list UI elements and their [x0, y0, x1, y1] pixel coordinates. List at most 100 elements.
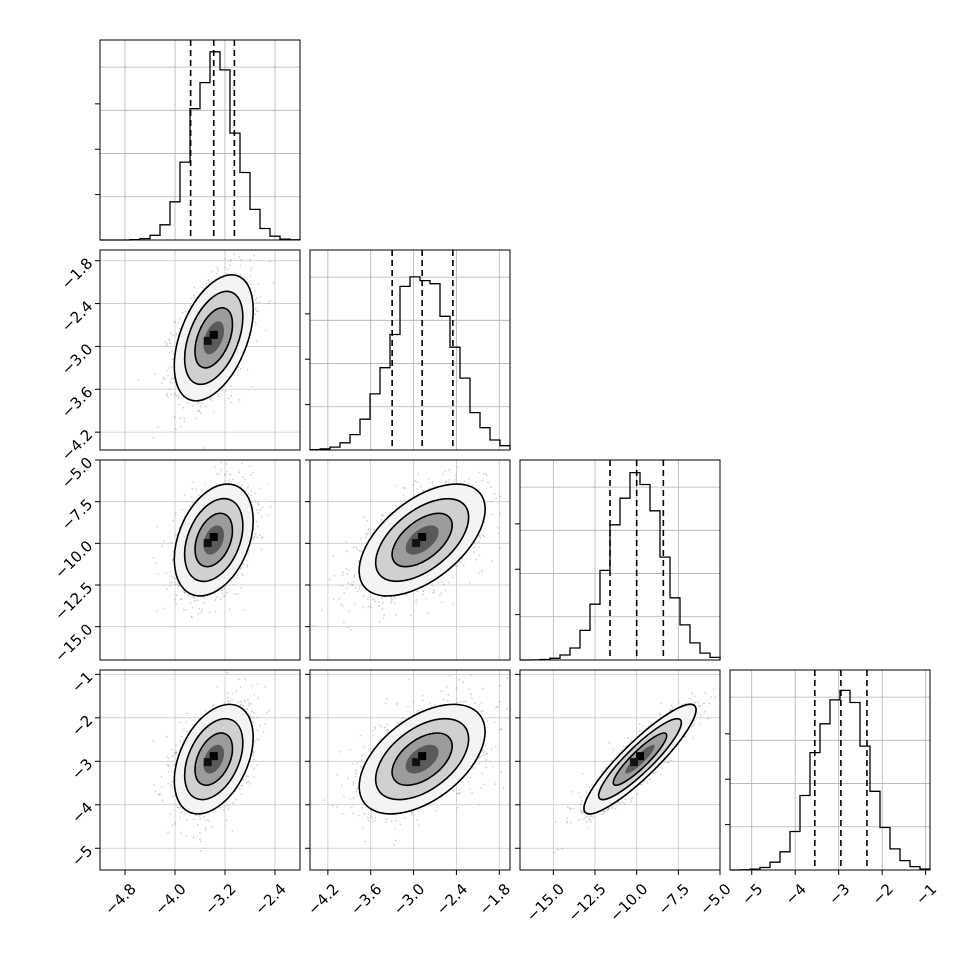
scatter-point	[390, 601, 393, 604]
scatter-point	[402, 494, 405, 496]
scatter-point	[197, 410, 200, 413]
scatter-point	[393, 602, 396, 604]
scatter-point	[340, 603, 343, 606]
scatter-point	[247, 492, 250, 495]
scatter-point	[478, 554, 481, 557]
scatter-point	[484, 472, 487, 475]
scatter-point	[473, 546, 475, 549]
scatter-point	[199, 405, 202, 408]
scatter-point	[232, 583, 235, 586]
scatter-point	[256, 296, 258, 299]
hist-panel-1	[305, 249, 511, 451]
scatter-point	[481, 479, 484, 482]
scatter-point	[251, 386, 254, 388]
scatter-point	[487, 481, 489, 484]
scatter-point	[216, 272, 218, 275]
scatter-point	[210, 270, 213, 273]
scatter-point	[170, 332, 172, 335]
scatter-point	[249, 269, 252, 271]
scatter-panel-2-0	[99, 459, 301, 661]
scatter-point	[491, 500, 493, 503]
scatter-point	[478, 540, 480, 543]
scatter-point	[152, 436, 155, 439]
scatter-point	[221, 589, 224, 592]
scatter-point	[227, 808, 230, 810]
scatter-point	[348, 569, 350, 572]
scatter-point	[239, 367, 242, 370]
scatter-point	[422, 590, 425, 592]
scatter-point	[381, 608, 384, 610]
scatter-point	[180, 832, 182, 834]
scatter-point	[351, 584, 354, 587]
scatter-point	[269, 260, 271, 263]
scatter-point	[469, 581, 471, 584]
scatter-point	[373, 528, 375, 531]
scatter-point	[352, 580, 355, 583]
scatter-point	[172, 519, 175, 522]
scatter-point	[367, 528, 370, 531]
scatter-point	[152, 784, 155, 786]
scatter-point	[192, 404, 194, 407]
scatter-point	[201, 286, 204, 289]
scatter-point	[178, 327, 181, 330]
scatter-point	[239, 274, 242, 276]
scatter-point	[394, 597, 397, 600]
scatter-point	[321, 608, 323, 611]
scatter-point	[214, 599, 217, 601]
scatter-point	[154, 790, 157, 793]
scatter-point	[183, 420, 186, 422]
scatter-point	[242, 476, 244, 478]
scatter-point	[171, 581, 174, 584]
scatter-point	[170, 382, 173, 385]
scatter-point	[471, 484, 474, 487]
scatter-point	[195, 488, 198, 491]
scatter-point	[208, 611, 211, 613]
scatter-point	[234, 593, 237, 595]
scatter-point	[183, 494, 186, 496]
scatter-point	[167, 831, 170, 834]
scatter-point	[444, 470, 447, 473]
scatter-point	[257, 283, 259, 285]
scatter-point	[203, 447, 206, 449]
scatter-point	[224, 473, 227, 476]
scatter-point	[252, 754, 255, 757]
scatter-point	[225, 390, 228, 392]
scatter-point	[237, 366, 240, 368]
scatter-point	[229, 608, 232, 611]
scatter-point	[356, 590, 359, 593]
scatter-point	[251, 267, 253, 269]
scatter-point	[166, 396, 169, 398]
scatter-point	[257, 502, 259, 505]
scatter-point	[170, 541, 173, 544]
scatter-point	[238, 678, 240, 681]
scatter-point	[238, 471, 241, 474]
scatter-point	[230, 580, 233, 582]
scatter-point	[243, 478, 246, 481]
scatter-point	[224, 257, 227, 260]
scatter-point	[184, 310, 187, 313]
scatter-point	[175, 751, 178, 754]
scatter-point	[228, 479, 230, 482]
scatter-point	[244, 678, 247, 681]
scatter-point	[169, 812, 172, 815]
scatter-point	[193, 286, 196, 289]
histogram-step-line	[309, 276, 511, 451]
scatter-point	[342, 571, 344, 574]
scatter-point	[192, 595, 195, 598]
scatter-point	[248, 465, 251, 467]
scatter-point	[210, 399, 213, 402]
scatter-point	[473, 551, 475, 553]
scatter-point	[203, 597, 206, 599]
scatter-point	[197, 494, 200, 496]
scatter-point	[434, 485, 437, 488]
scatter-point	[231, 692, 234, 695]
scatter-point	[166, 343, 169, 345]
scatter-point	[199, 817, 202, 820]
scatter-point	[240, 566, 243, 569]
scatter-point	[353, 573, 356, 576]
scatter-point	[255, 340, 258, 342]
scatter-point	[343, 592, 346, 594]
scatter-point	[459, 561, 462, 563]
scatter-point	[241, 484, 244, 486]
